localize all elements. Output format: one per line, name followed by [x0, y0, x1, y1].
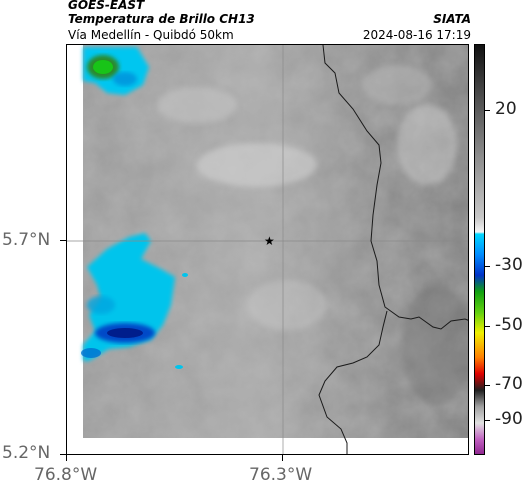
y-tick-label: 5.7°N: [2, 230, 51, 250]
x-tick-label: 76.8°W: [34, 465, 98, 485]
product-title: Temperatura de Brillo CH13: [68, 12, 255, 26]
colorbar-tick: [484, 110, 490, 111]
timestamp-label: 2024-08-16 17:19: [362, 28, 471, 42]
x-tick: [282, 455, 283, 461]
border-line-south: [318, 310, 388, 454]
colorbar-tick: [484, 420, 490, 421]
colorbar-svg: [475, 45, 484, 454]
border-line: [322, 45, 468, 330]
colorbar: [474, 44, 485, 455]
region-subtitle: Vía Medellín - Quibdó 50km: [68, 28, 234, 42]
y-tick: [60, 454, 66, 455]
credit-label: SIATA: [433, 12, 471, 26]
colorbar-label: 20: [495, 99, 517, 119]
x-tick: [66, 455, 67, 461]
y-tick-label: 5.2°N: [2, 443, 51, 463]
colorbar-label: -30: [495, 255, 523, 275]
cloud-cluster-west: [81, 233, 188, 369]
colorbar-tick: [484, 326, 490, 327]
colorbar-label: -50: [495, 315, 523, 335]
satellite-map: ★: [66, 44, 469, 455]
colorbar-tick: [484, 385, 490, 386]
y-tick: [60, 240, 66, 241]
colorbar-label: -90: [495, 409, 523, 429]
colorbar-tick: [484, 266, 490, 267]
star-icon: ★: [264, 234, 275, 248]
temperature-field: [83, 45, 468, 438]
map-svg: ★: [67, 45, 468, 454]
x-tick-label: 76.3°W: [249, 465, 313, 485]
colorbar-label: -70: [495, 374, 523, 394]
satellite-title: GOES-EAST: [68, 0, 145, 12]
cloud-cluster-northwest: [83, 47, 149, 95]
